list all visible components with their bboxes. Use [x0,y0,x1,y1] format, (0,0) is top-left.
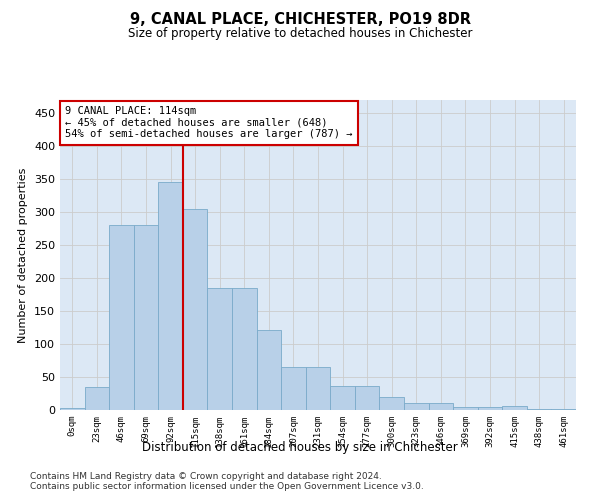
Bar [478,406,502,410]
Bar [330,386,355,410]
Bar [134,226,158,410]
Text: Distribution of detached houses by size in Chichester: Distribution of detached houses by size … [142,441,458,454]
Bar [208,288,232,410]
Bar [85,387,109,410]
Bar [232,288,257,410]
Bar [158,182,183,410]
Text: Contains HM Land Registry data © Crown copyright and database right 2024.: Contains HM Land Registry data © Crown c… [30,472,382,481]
Bar [404,404,428,410]
Bar [109,226,134,410]
Text: 9, CANAL PLACE, CHICHESTER, PO19 8DR: 9, CANAL PLACE, CHICHESTER, PO19 8DR [130,12,470,28]
Bar [379,398,404,410]
Bar [453,406,478,410]
Bar [60,408,85,410]
Bar [502,406,527,410]
Bar [257,330,281,410]
Bar [306,367,330,410]
Y-axis label: Number of detached properties: Number of detached properties [19,168,28,342]
Bar [183,209,208,410]
Text: 9 CANAL PLACE: 114sqm
← 45% of detached houses are smaller (648)
54% of semi-det: 9 CANAL PLACE: 114sqm ← 45% of detached … [65,106,353,140]
Bar [355,386,379,410]
Bar [428,404,453,410]
Bar [281,367,306,410]
Text: Contains public sector information licensed under the Open Government Licence v3: Contains public sector information licen… [30,482,424,491]
Bar [527,408,551,410]
Text: Size of property relative to detached houses in Chichester: Size of property relative to detached ho… [128,28,472,40]
